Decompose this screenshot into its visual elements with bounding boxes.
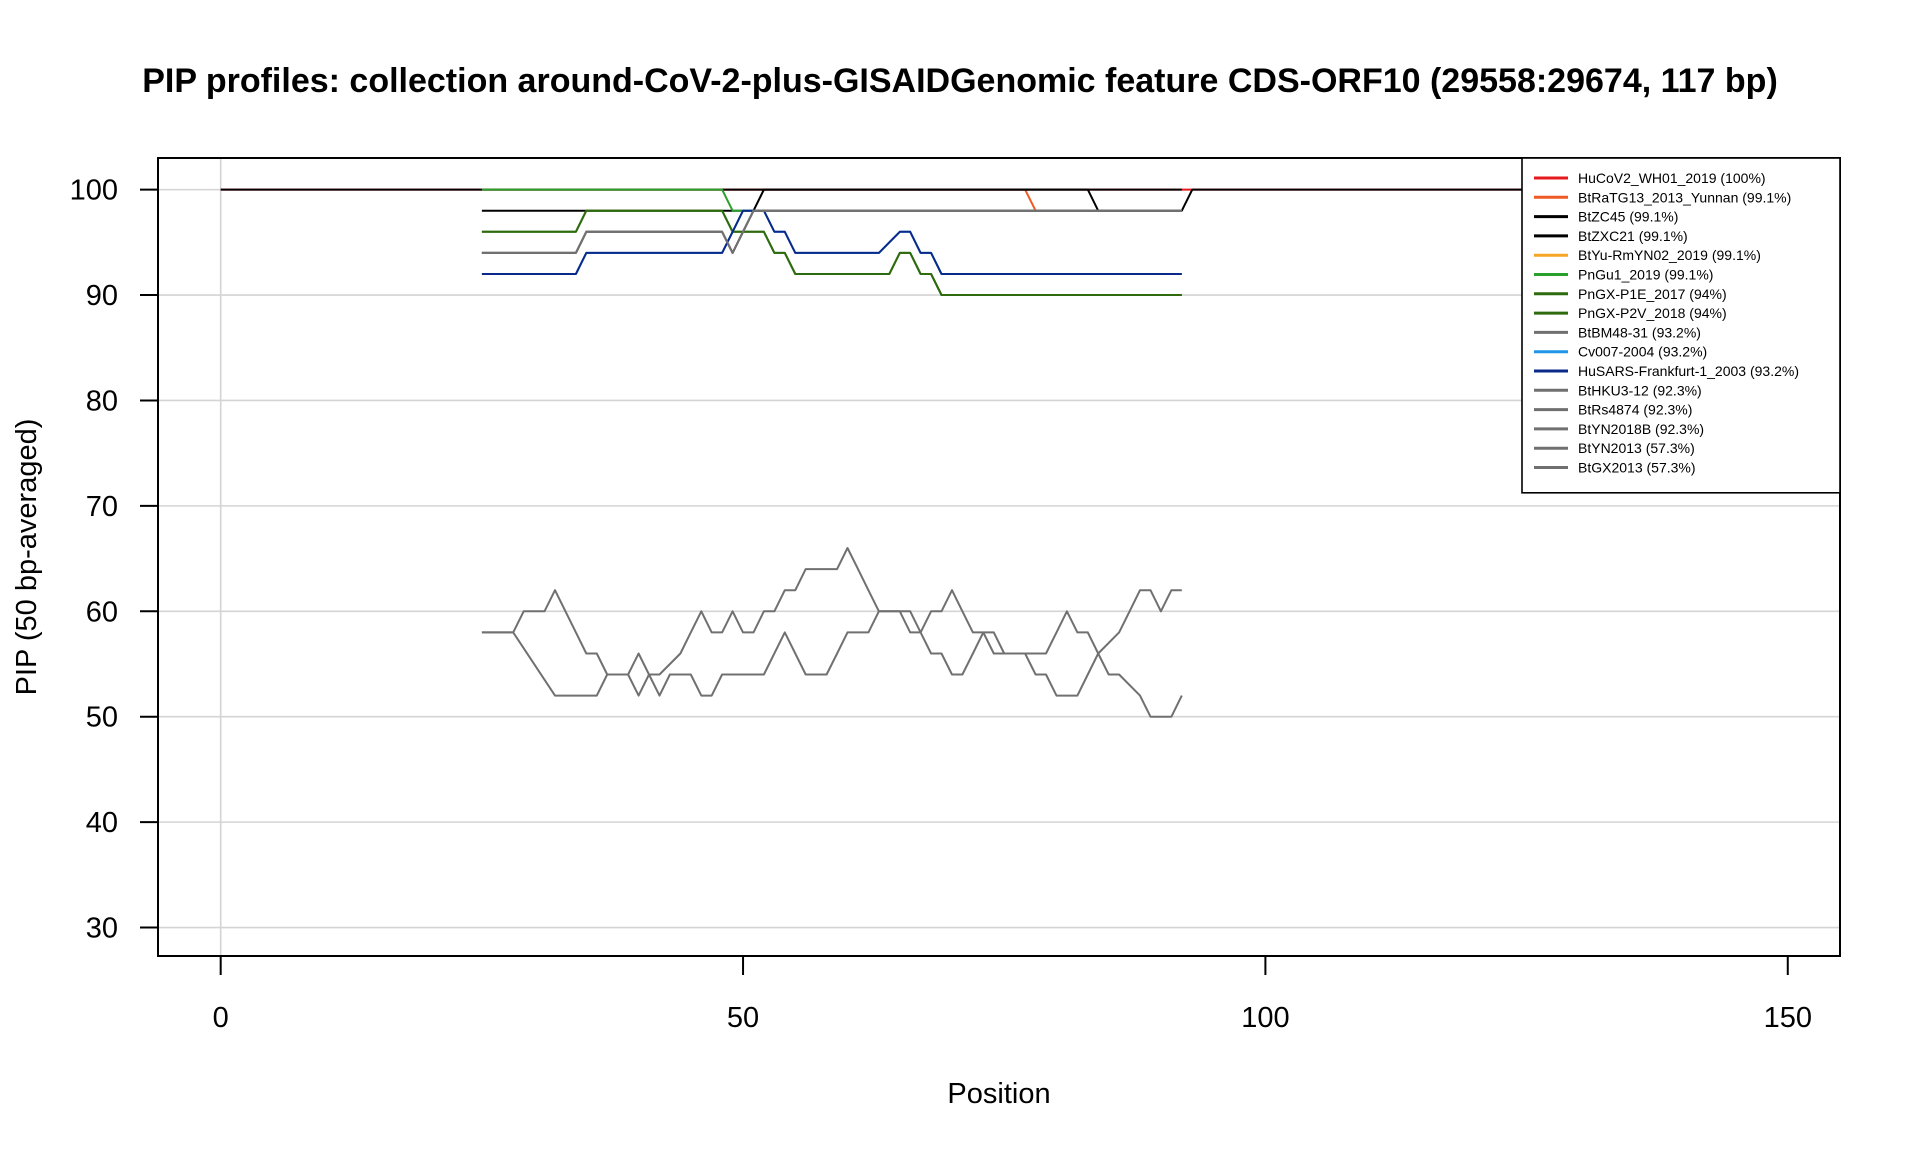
legend-label: Cv007-2004 (93.2%) bbox=[1578, 344, 1707, 360]
series-line-7 bbox=[481, 209, 1182, 296]
y-tick-label: 30 bbox=[86, 913, 118, 945]
series-line-15 bbox=[481, 610, 1183, 718]
y-tick-label: 60 bbox=[86, 596, 118, 628]
series-line-1 bbox=[481, 188, 1182, 212]
y-tick-label: 50 bbox=[86, 702, 118, 734]
y-tick-label: 80 bbox=[86, 385, 118, 417]
series-line-5 bbox=[481, 188, 1182, 212]
legend-label: BtHKU3-12 (92.3%) bbox=[1578, 382, 1702, 398]
x-tick-label: 150 bbox=[1764, 1002, 1812, 1034]
legend-label: BtGX2013 (57.3%) bbox=[1578, 460, 1696, 476]
y-tick-label: 90 bbox=[86, 280, 118, 312]
grid bbox=[158, 158, 1840, 956]
chart-title: PIP profiles: collection around-CoV-2-pl… bbox=[142, 62, 1778, 100]
y-tick-label: 70 bbox=[86, 491, 118, 523]
y-axis: 30 40 50 60 70 80 90 100 bbox=[70, 175, 159, 945]
y-tick-label: 40 bbox=[86, 807, 118, 839]
legend-label: PnGX-P1E_2017 (94%) bbox=[1578, 286, 1727, 302]
y-axis-label: PIP (50 bp-averaged) bbox=[11, 419, 43, 696]
x-axis-label: Position bbox=[947, 1078, 1050, 1110]
series-line-13 bbox=[481, 209, 1182, 254]
legend-label: BtYN2013 (57.3%) bbox=[1578, 440, 1695, 456]
legend-label: PnGX-P2V_2018 (94%) bbox=[1578, 305, 1727, 321]
series-line-14 bbox=[481, 547, 1182, 697]
legend-label: BtBM48-31 (93.2%) bbox=[1578, 324, 1701, 340]
x-tick-label: 50 bbox=[727, 1002, 759, 1034]
legend: HuCoV2_WH01_2019 (100%) BtRaTG13_2013_Yun… bbox=[1521, 157, 1841, 494]
legend-label: BtZC45 (99.1%) bbox=[1578, 209, 1678, 225]
x-axis: 0 50 100 150 bbox=[213, 955, 1812, 1034]
x-tick-label: 100 bbox=[1241, 1002, 1289, 1034]
legend-box bbox=[1521, 157, 1841, 494]
legend-label: BtZXC21 (99.1%) bbox=[1578, 228, 1688, 244]
series-line-3 bbox=[481, 188, 1182, 212]
legend-label: BtYN2018B (92.3%) bbox=[1578, 421, 1704, 437]
legend-label: BtYu-RmYN02_2019 (99.1%) bbox=[1578, 247, 1761, 263]
legend-label: HuSARS-Frankfurt-1_2003 (93.2%) bbox=[1578, 363, 1799, 379]
legend-label: PnGu1_2019 (99.1%) bbox=[1578, 267, 1713, 283]
legend-label: BtRaTG13_2013_Yunnan (99.1%) bbox=[1578, 189, 1791, 205]
series-line-10 bbox=[481, 209, 1182, 275]
x-tick-label: 0 bbox=[213, 1002, 229, 1034]
legend-label: BtRs4874 (92.3%) bbox=[1578, 402, 1692, 418]
y-tick-label: 100 bbox=[70, 175, 118, 207]
series-line-9 bbox=[481, 209, 1182, 275]
legend-label: HuCoV2_WH01_2019 (100%) bbox=[1578, 170, 1766, 186]
